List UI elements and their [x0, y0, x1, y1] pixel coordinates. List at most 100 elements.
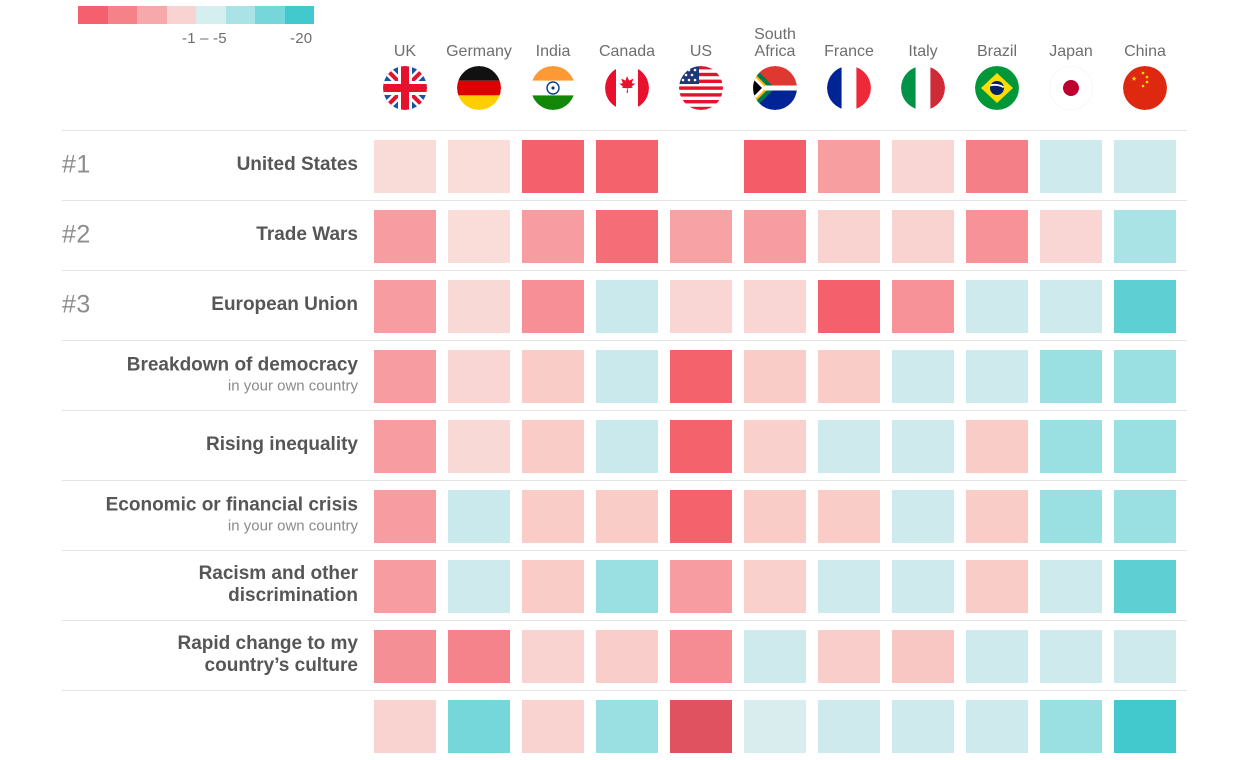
- heatmap-cell-south_africa[interactable]: [744, 140, 806, 193]
- heatmap-cell-germany[interactable]: [448, 700, 510, 753]
- column-header-germany[interactable]: Germany: [446, 22, 512, 110]
- row-label[interactable]: Racism and other discrimination: [58, 563, 358, 607]
- column-header-india[interactable]: India: [522, 22, 584, 110]
- heatmap-cell-uk[interactable]: [374, 140, 436, 193]
- heatmap-cell-brazil[interactable]: [966, 490, 1028, 543]
- heatmap-row[interactable]: #2 Trade Wars: [0, 200, 1245, 270]
- heatmap-cell-china[interactable]: [1114, 630, 1176, 683]
- heatmap-cell-us[interactable]: [670, 210, 732, 263]
- heatmap-cell-canada[interactable]: [596, 630, 658, 683]
- column-header-china[interactable]: China: [1114, 22, 1176, 110]
- heatmap-cell-us[interactable]: [670, 630, 732, 683]
- heatmap-cell-japan[interactable]: [1040, 490, 1102, 543]
- heatmap-cell-uk[interactable]: [374, 560, 436, 613]
- heatmap-cell-china[interactable]: [1114, 140, 1176, 193]
- heatmap-cell-france[interactable]: [818, 210, 880, 263]
- row-label[interactable]: European Union: [58, 294, 358, 316]
- heatmap-cell-brazil[interactable]: [966, 630, 1028, 683]
- heatmap-cell-italy[interactable]: [892, 490, 954, 543]
- heatmap-cell-germany[interactable]: [448, 630, 510, 683]
- heatmap-cell-france[interactable]: [818, 560, 880, 613]
- heatmap-cell-brazil[interactable]: [966, 560, 1028, 613]
- heatmap-cell-germany[interactable]: [448, 490, 510, 543]
- heatmap-cell-brazil[interactable]: [966, 700, 1028, 753]
- heatmap-cell-south_africa[interactable]: [744, 350, 806, 403]
- heatmap-cell-us[interactable]: [670, 700, 732, 753]
- heatmap-cell-france[interactable]: [818, 630, 880, 683]
- heatmap-cell-india[interactable]: [522, 420, 584, 473]
- heatmap-cell-italy[interactable]: [892, 700, 954, 753]
- heatmap-cell-italy[interactable]: [892, 280, 954, 333]
- heatmap-cell-france[interactable]: [818, 490, 880, 543]
- heatmap-cell-china[interactable]: [1114, 420, 1176, 473]
- heatmap-cell-india[interactable]: [522, 560, 584, 613]
- heatmap-cell-brazil[interactable]: [966, 210, 1028, 263]
- heatmap-cell-canada[interactable]: [596, 420, 658, 473]
- column-header-italy[interactable]: Italy: [892, 22, 954, 110]
- heatmap-cell-china[interactable]: [1114, 280, 1176, 333]
- heatmap-cell-italy[interactable]: [892, 560, 954, 613]
- heatmap-cell-south_africa[interactable]: [744, 700, 806, 753]
- heatmap-cell-china[interactable]: [1114, 700, 1176, 753]
- heatmap-cell-italy[interactable]: [892, 140, 954, 193]
- heatmap-cell-japan[interactable]: [1040, 280, 1102, 333]
- heatmap-cell-brazil[interactable]: [966, 420, 1028, 473]
- heatmap-cell-canada[interactable]: [596, 210, 658, 263]
- heatmap-cell-italy[interactable]: [892, 630, 954, 683]
- heatmap-cell-china[interactable]: [1114, 210, 1176, 263]
- heatmap-cell-us[interactable]: [670, 560, 732, 613]
- heatmap-cell-us[interactable]: [670, 140, 732, 193]
- column-header-uk[interactable]: UK: [374, 22, 436, 110]
- heatmap-row[interactable]: Breakdown of democracy in your own countr…: [0, 340, 1245, 410]
- row-label[interactable]: Rapid change to my country’s culture: [58, 633, 358, 677]
- heatmap-cell-us[interactable]: [670, 350, 732, 403]
- heatmap-cell-italy[interactable]: [892, 350, 954, 403]
- heatmap-cell-china[interactable]: [1114, 350, 1176, 403]
- row-label[interactable]: Breakdown of democracy in your own countr…: [58, 355, 358, 396]
- heatmap-cell-uk[interactable]: [374, 490, 436, 543]
- heatmap-cell-india[interactable]: [522, 210, 584, 263]
- heatmap-cell-china[interactable]: [1114, 560, 1176, 613]
- heatmap-cell-brazil[interactable]: [966, 140, 1028, 193]
- heatmap-cell-canada[interactable]: [596, 350, 658, 403]
- row-label[interactable]: United States: [58, 154, 358, 176]
- heatmap-cell-south_africa[interactable]: [744, 490, 806, 543]
- heatmap-cell-japan[interactable]: [1040, 420, 1102, 473]
- column-header-canada[interactable]: Canada: [596, 22, 658, 110]
- heatmap-cell-china[interactable]: [1114, 490, 1176, 543]
- column-header-brazil[interactable]: Brazil: [966, 22, 1028, 110]
- heatmap-row[interactable]: Rapid change to my country’s culture: [0, 620, 1245, 690]
- heatmap-cell-japan[interactable]: [1040, 210, 1102, 263]
- heatmap-cell-germany[interactable]: [448, 210, 510, 263]
- heatmap-cell-india[interactable]: [522, 350, 584, 403]
- heatmap-cell-japan[interactable]: [1040, 560, 1102, 613]
- heatmap-cell-canada[interactable]: [596, 700, 658, 753]
- heatmap-cell-canada[interactable]: [596, 140, 658, 193]
- heatmap-row[interactable]: Racism and other discrimination: [0, 550, 1245, 620]
- heatmap-cell-canada[interactable]: [596, 280, 658, 333]
- heatmap-cell-south_africa[interactable]: [744, 630, 806, 683]
- heatmap-cell-south_africa[interactable]: [744, 280, 806, 333]
- heatmap-cell-india[interactable]: [522, 700, 584, 753]
- heatmap-cell-germany[interactable]: [448, 350, 510, 403]
- heatmap-cell-canada[interactable]: [596, 560, 658, 613]
- heatmap-cell-france[interactable]: [818, 140, 880, 193]
- heatmap-cell-italy[interactable]: [892, 420, 954, 473]
- heatmap-cell-japan[interactable]: [1040, 700, 1102, 753]
- heatmap-cell-uk[interactable]: [374, 350, 436, 403]
- heatmap-cell-south_africa[interactable]: [744, 560, 806, 613]
- column-header-france[interactable]: France: [818, 22, 880, 110]
- heatmap-cell-india[interactable]: [522, 140, 584, 193]
- heatmap-cell-india[interactable]: [522, 280, 584, 333]
- row-label[interactable]: Economic or financial crisis in your own …: [58, 495, 358, 536]
- heatmap-cell-france[interactable]: [818, 700, 880, 753]
- heatmap-cell-uk[interactable]: [374, 630, 436, 683]
- heatmap-row[interactable]: #1 United States: [0, 130, 1245, 200]
- column-header-us[interactable]: US: [670, 22, 732, 110]
- heatmap-cell-germany[interactable]: [448, 560, 510, 613]
- heatmap-cell-japan[interactable]: [1040, 140, 1102, 193]
- heatmap-cell-germany[interactable]: [448, 280, 510, 333]
- heatmap-cell-us[interactable]: [670, 490, 732, 543]
- heatmap-cell-south_africa[interactable]: [744, 420, 806, 473]
- heatmap-cell-france[interactable]: [818, 350, 880, 403]
